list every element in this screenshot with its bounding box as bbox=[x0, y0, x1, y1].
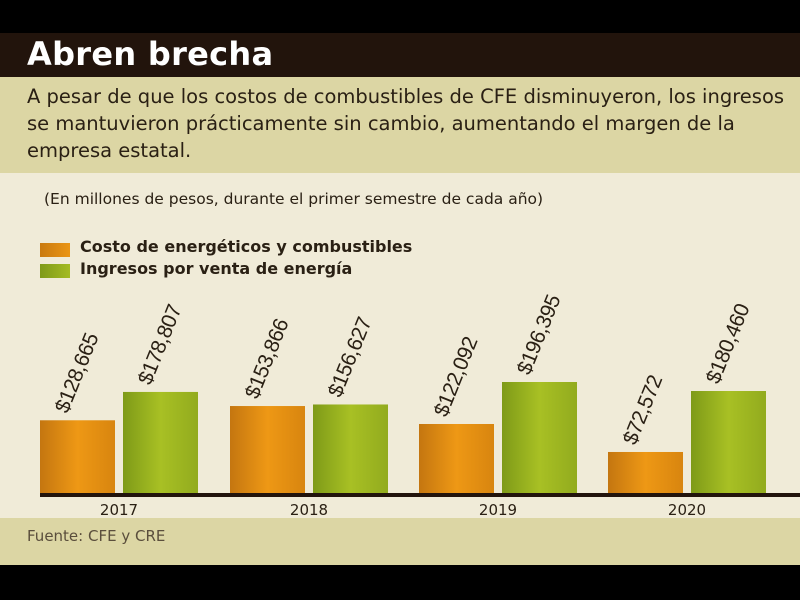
data-label: $153,866 bbox=[241, 316, 294, 402]
x-tick-label: 2020 bbox=[668, 501, 706, 519]
x-tick-label: 2019 bbox=[479, 501, 517, 519]
data-label: $122,092 bbox=[430, 334, 483, 420]
bar-cost-2018 bbox=[230, 406, 305, 493]
legend-swatch-cost bbox=[40, 243, 70, 257]
source-note: Fuente: CFE y CRE bbox=[27, 527, 166, 545]
bar-income-2017 bbox=[123, 391, 198, 493]
source-band: Fuente: CFE y CRE bbox=[0, 518, 800, 565]
bar-cost-2019 bbox=[419, 423, 494, 493]
bar-income-2019 bbox=[502, 382, 577, 493]
x-axis-baseline bbox=[40, 493, 800, 497]
unit-note: (En millones de pesos, durante el primer… bbox=[44, 190, 544, 208]
bar-cost-2020 bbox=[608, 451, 683, 493]
chart-subtitle: A pesar de que los costos de combustible… bbox=[27, 85, 785, 162]
legend-label-income: Ingresos por venta de energía bbox=[80, 259, 353, 278]
subtitle-band: A pesar de que los costos de combustible… bbox=[0, 77, 800, 173]
data-label: $156,627 bbox=[324, 314, 377, 400]
x-tick-label: 2017 bbox=[100, 501, 138, 519]
bar-cost-2017 bbox=[40, 420, 115, 493]
legend-label-cost: Costo de energéticos y combustibles bbox=[80, 237, 413, 256]
title-bar: Abren brecha bbox=[0, 33, 800, 77]
data-label: $196,395 bbox=[513, 292, 566, 378]
chart-title: Abren brecha bbox=[27, 35, 274, 73]
legend-swatch-income bbox=[40, 264, 70, 278]
data-label: $180,460 bbox=[702, 301, 755, 387]
data-label: $128,665 bbox=[51, 330, 104, 416]
data-label: $72,572 bbox=[619, 372, 667, 448]
bar-income-2020 bbox=[691, 391, 766, 493]
x-tick-label: 2018 bbox=[290, 501, 328, 519]
bar-income-2018 bbox=[313, 404, 388, 493]
data-label: $178,807 bbox=[134, 302, 187, 388]
